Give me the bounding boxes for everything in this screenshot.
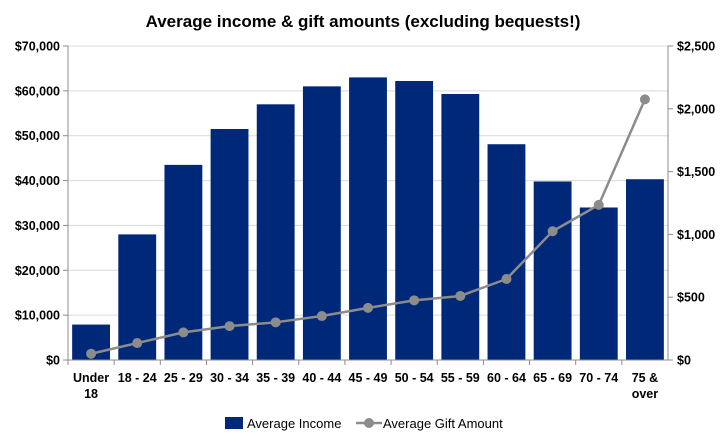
gift-point xyxy=(409,295,420,306)
x-tick-label: 50 - 54 xyxy=(395,371,434,385)
income-bar xyxy=(487,144,526,360)
left-tick-label: $60,000 xyxy=(15,84,60,98)
income-bar xyxy=(533,181,572,360)
gift-point xyxy=(547,226,558,237)
left-tick-label: $30,000 xyxy=(15,219,60,233)
x-tick-label: Under xyxy=(73,371,109,385)
x-tick-label: 55 - 59 xyxy=(441,371,480,385)
left-tick-label: $50,000 xyxy=(15,129,60,143)
right-tick-label: $0 xyxy=(677,354,691,368)
gift-point xyxy=(455,290,466,301)
gift-point xyxy=(501,273,512,284)
income-bar xyxy=(395,80,434,360)
left-tick-label: $20,000 xyxy=(15,264,60,278)
x-tick-label: 65 - 69 xyxy=(533,371,572,385)
right-tick-label: $500 xyxy=(677,291,705,305)
gift-point xyxy=(363,302,373,313)
right-tick-label: $2,500 xyxy=(677,40,715,54)
axes: $0 $10,000 $20,000 $30,000 $40,000 $50,000 $60… xyxy=(15,40,715,402)
gift-point xyxy=(639,94,650,105)
left-tick-label: $70,000 xyxy=(15,40,60,54)
legend-label-income: Average Income xyxy=(247,416,341,431)
gift-point xyxy=(86,348,97,359)
legend-marker-gift xyxy=(364,418,374,428)
income-bar xyxy=(626,179,664,360)
left-tick-label: $0 xyxy=(46,354,60,368)
legend-swatch-income xyxy=(225,417,243,429)
x-tick-label: 70 - 74 xyxy=(579,371,618,385)
x-tick-label: 18 - 24 xyxy=(118,371,157,385)
x-tick-label: 60 - 64 xyxy=(487,371,526,385)
gift-point xyxy=(224,321,235,332)
income-bar xyxy=(349,77,387,361)
chart-title: Average income & gift amounts (excluding… xyxy=(146,12,581,31)
gift-point xyxy=(270,317,281,328)
left-tick-label: $40,000 xyxy=(15,174,60,188)
gift-point xyxy=(178,327,189,338)
gift-point xyxy=(316,311,327,322)
gift-point xyxy=(593,199,604,210)
right-tick-label: $1,000 xyxy=(677,228,715,242)
income-bar xyxy=(579,207,618,360)
x-tick-label: 18 xyxy=(84,387,98,401)
right-tick-label: $1,500 xyxy=(677,165,715,179)
gift-line xyxy=(86,94,650,359)
x-tick-label: 25 - 29 xyxy=(164,371,203,385)
x-tick-label: 30 - 34 xyxy=(210,371,249,385)
left-tick-label: $10,000 xyxy=(15,309,60,323)
income-bar xyxy=(441,93,480,361)
x-tick-label: 75 & xyxy=(632,371,658,385)
gift-point xyxy=(132,338,143,349)
x-tick-label: 45 - 49 xyxy=(349,371,388,385)
x-tick-label: 35 - 39 xyxy=(256,371,295,385)
right-tick-label: $2,000 xyxy=(677,102,715,116)
x-tick-label: 40 - 44 xyxy=(302,371,341,385)
legend-label-gift: Average Gift Amount xyxy=(383,416,503,431)
x-tick-label: over xyxy=(632,387,659,401)
legend: Average Income Average Gift Amount xyxy=(225,416,503,431)
